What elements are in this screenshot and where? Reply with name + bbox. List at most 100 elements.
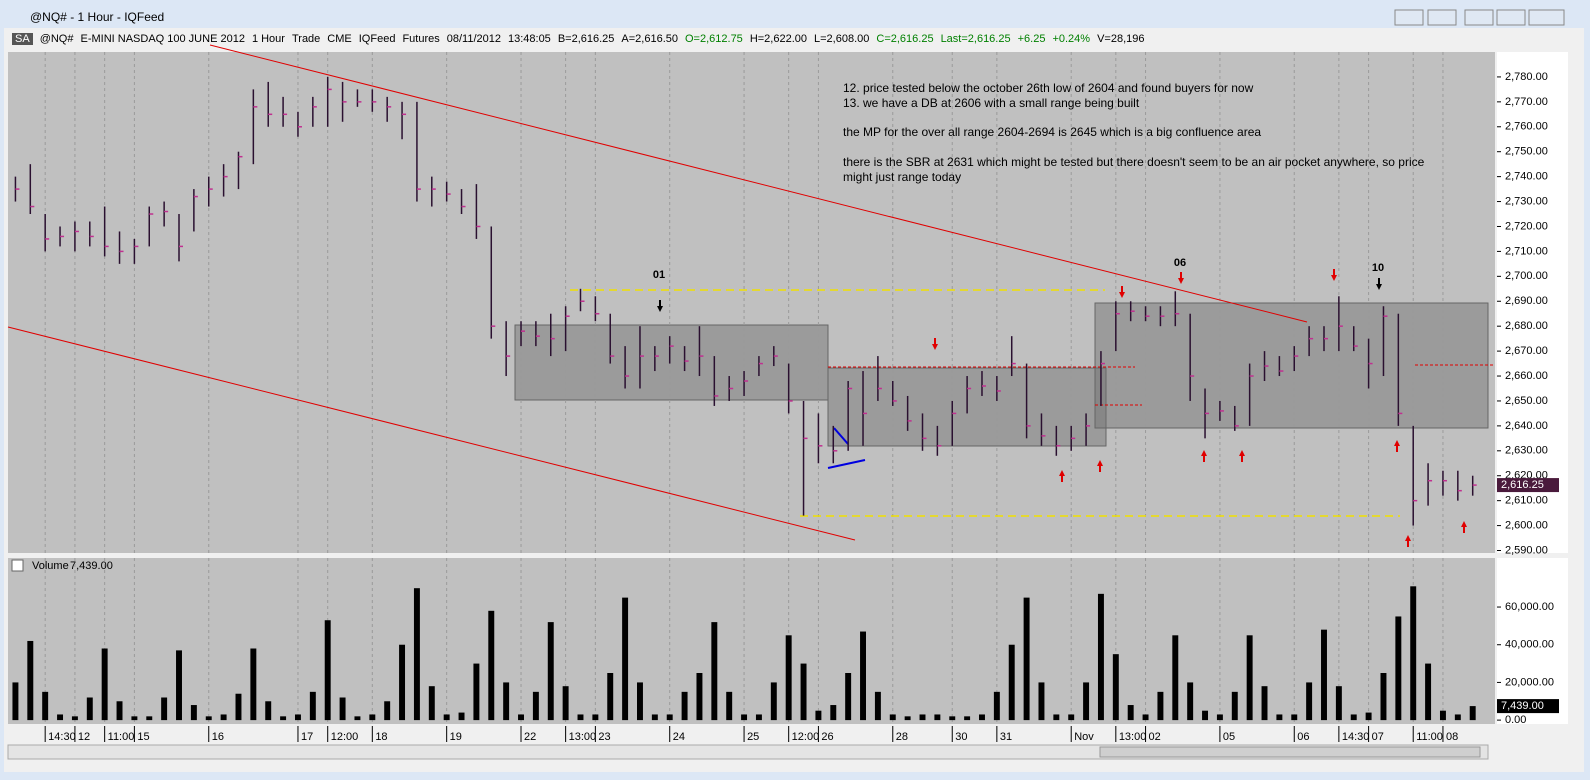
marker-label: 01 [653, 269, 665, 281]
arrow [1376, 278, 1382, 290]
y-tick-label: 20,000.00 [1505, 676, 1554, 688]
y-tick-label: 2,740.00 [1505, 171, 1548, 183]
y-tick-label: 2,660.00 [1505, 370, 1548, 382]
volume-bar [622, 597, 629, 721]
volume-bar [1395, 616, 1402, 721]
volume-bar [1127, 705, 1134, 721]
arrow [1059, 470, 1065, 482]
volume-bar [815, 710, 822, 721]
note: 13. we have a DB at 2606 with a small ra… [843, 96, 1140, 110]
x-tick-label: 06 [1297, 731, 1309, 743]
x-tick-label: 05 [1223, 731, 1235, 743]
volume-bar [1112, 654, 1119, 721]
maximize-button[interactable] [1496, 9, 1526, 26]
x-tick-label: 13:00 [569, 731, 597, 743]
arrow [1201, 450, 1207, 462]
volume-bar [294, 714, 301, 721]
arrow [1394, 440, 1400, 452]
pattern-line [827, 459, 866, 469]
volume-bar [651, 714, 658, 721]
volume-bar [354, 716, 361, 721]
volume-bar [1023, 597, 1030, 721]
volume-bar [1365, 712, 1372, 721]
toolbar: SA @NQ# E-MINI NASDAQ 100 JUNE 2012 1 Hour T… [12, 33, 1144, 45]
toolbar-item: A=2,616.50 [621, 33, 678, 45]
volume-bar [473, 663, 480, 721]
volume-bar [205, 716, 212, 721]
y-tick-label: 40,000.00 [1505, 639, 1554, 651]
volume-bar [250, 648, 257, 721]
y-tick-label: 2,760.00 [1505, 121, 1548, 133]
volume-bar [666, 714, 673, 721]
scroll-thumb[interactable] [1099, 746, 1481, 758]
range-box [514, 324, 829, 401]
minimize-button[interactable] [1464, 9, 1494, 26]
volume-bar [800, 663, 807, 721]
arrow [1239, 450, 1245, 462]
volume-bar [1187, 682, 1194, 721]
volume-bar [904, 716, 911, 721]
x-tick-label: 22 [524, 731, 536, 743]
button[interactable] [1427, 9, 1457, 26]
volume-bar [770, 682, 777, 721]
arrows-up [1059, 440, 1467, 547]
x-tick-label: 24 [673, 731, 685, 743]
close-button[interactable] [1528, 9, 1565, 26]
y-tick-label: 2,710.00 [1505, 245, 1548, 257]
last-value-label: 7,439.00 [1501, 700, 1544, 712]
x-tick-label: 11:00 [1416, 731, 1443, 743]
close-panel-button[interactable] [11, 559, 24, 572]
arrow [1119, 286, 1125, 298]
y-tick-label: 2,730.00 [1505, 195, 1548, 207]
volume-bar [1231, 691, 1238, 721]
x-tick-label: 31 [1000, 731, 1012, 743]
y-tick-label: 2,640.00 [1505, 420, 1548, 432]
toolbar-item: Trade [291, 33, 321, 45]
x-tick-label: 12 [78, 731, 90, 743]
volume-bar [726, 691, 733, 721]
volume-bar [71, 716, 78, 721]
volume-bar [324, 620, 331, 721]
arrow [1097, 460, 1103, 472]
y-tick-label: 2,750.00 [1505, 146, 1548, 158]
toolbar-item: O=2,612.75 [685, 33, 743, 45]
volume-bar [1425, 663, 1432, 721]
toolbar-item: Futures [402, 33, 440, 45]
toolbar-item: E-MINI NASDAQ 100 JUNE 2012 [80, 33, 245, 45]
note: there is the SBR at 2631 which might be … [843, 155, 1425, 169]
volume-bar [607, 673, 614, 721]
volume-bar [161, 697, 168, 721]
volume-bar [964, 716, 971, 721]
button[interactable] [1394, 9, 1424, 26]
volume-bar [443, 714, 450, 721]
volume-bar [176, 650, 182, 721]
arrows-down [932, 269, 1337, 350]
volume-bar [1276, 714, 1283, 721]
y-tick-label: 2,700.00 [1505, 270, 1548, 282]
y-tick-label: 2,720.00 [1505, 220, 1548, 232]
arrow [1405, 535, 1411, 547]
volume-bar [1068, 714, 1075, 721]
trend-line [7, 326, 856, 541]
x-tick-label: 18 [375, 731, 387, 743]
volume-bar [637, 682, 643, 721]
volume-bar [101, 648, 108, 721]
volume-bar [741, 714, 748, 721]
y-tick-label: 2,630.00 [1505, 445, 1548, 457]
volume-bar [696, 673, 703, 721]
x-tick-label: Nov [1074, 731, 1094, 743]
y-tick-label: 0.00 [1505, 714, 1526, 726]
volume-bar [1306, 682, 1313, 721]
volume-bar [547, 622, 554, 721]
toolbar-item: Last=2,616.25 [940, 33, 1011, 45]
x-tick-label: 07 [1372, 731, 1384, 743]
volume-bar [1083, 682, 1090, 721]
volume-bar [1008, 644, 1015, 721]
volume-bar [57, 714, 64, 721]
toolbar-item: H=2,622.00 [749, 33, 807, 45]
marker-label: 06 [1174, 257, 1186, 269]
volume-bar [503, 682, 510, 721]
y-tick-label: 2,690.00 [1505, 295, 1548, 307]
y-tick-label: 2,770.00 [1505, 96, 1548, 108]
